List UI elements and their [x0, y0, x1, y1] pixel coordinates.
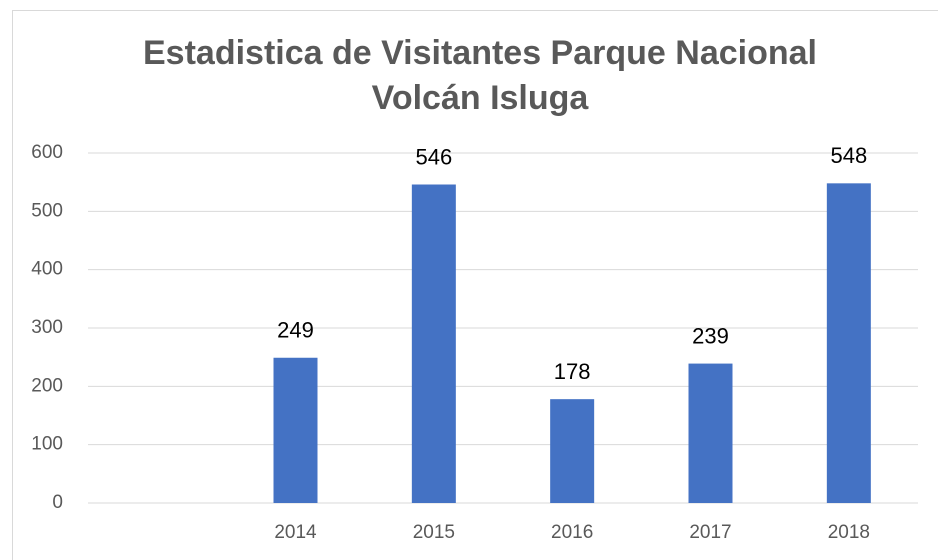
bar	[273, 357, 318, 503]
data-label: 239	[692, 323, 729, 348]
x-tick-label: 2015	[413, 522, 455, 543]
y-tick-label: 100	[31, 434, 63, 455]
y-tick-label: 0	[52, 492, 63, 513]
chart-border	[12, 10, 938, 560]
x-tick-label: 2017	[689, 522, 731, 543]
chart-title: Estadistica de Visitantes Parque Naciona…	[143, 34, 817, 72]
data-label: 178	[554, 359, 591, 384]
bar	[411, 184, 456, 503]
y-tick-label: 600	[31, 142, 63, 163]
data-label: 546	[415, 144, 452, 169]
y-tick-label: 300	[31, 317, 63, 338]
y-tick-label: 500	[31, 200, 63, 221]
y-tick-label: 200	[31, 375, 63, 396]
data-label: 548	[830, 143, 867, 168]
x-tick-label: 2016	[551, 522, 593, 543]
chart-title: Volcán Isluga	[372, 79, 590, 117]
bar	[826, 183, 871, 504]
bar	[550, 399, 595, 503]
x-tick-label: 2014	[274, 522, 317, 543]
y-tick-label: 400	[31, 259, 63, 280]
data-label: 249	[277, 318, 314, 343]
x-tick-label: 2018	[828, 522, 870, 543]
bar	[688, 363, 733, 503]
